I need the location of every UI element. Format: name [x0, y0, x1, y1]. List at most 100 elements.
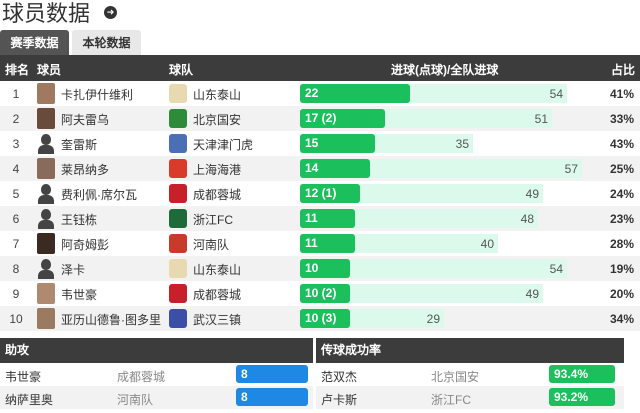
- table-row[interactable]: 4 莱昂纳多 上海海港 57 14 25%: [0, 156, 640, 181]
- player-name[interactable]: 王钰栋: [61, 213, 98, 227]
- assists-header: 助攻: [0, 338, 313, 363]
- goal-ratio: 41%: [609, 87, 634, 101]
- player-name[interactable]: 费利佩·席尔瓦: [61, 188, 137, 202]
- table-row[interactable]: 10 亚历山德鲁·图多里 武汉三镇 29 10 (3) 34%: [0, 306, 640, 331]
- assist-player: 韦世豪: [5, 370, 42, 384]
- player-name[interactable]: 卡扎伊什维利: [61, 88, 134, 102]
- goal-ratio: 28%: [609, 237, 634, 251]
- goals-bar: 12 (1): [300, 184, 360, 203]
- goals-bar: 17 (2): [300, 109, 385, 128]
- passing-row[interactable]: 卢卡斯 浙江FC 93.2%: [316, 386, 624, 409]
- team-badge-icon: [169, 159, 187, 178]
- passing-team: 北京国安: [431, 370, 480, 384]
- team-goals-bar: [300, 209, 538, 228]
- team-badge-icon: [169, 284, 187, 303]
- col-player: 球员: [37, 63, 62, 77]
- goals-bar: 15: [300, 134, 375, 153]
- rank: 1: [12, 87, 20, 101]
- goal-ratio: 19%: [609, 262, 634, 276]
- table-header: 排名 球员 球队 进球(点球)/全队进球 占比: [0, 55, 640, 81]
- table-row[interactable]: 7 阿奇姆彭 河南队 40 11 28%: [0, 231, 640, 256]
- tab-season-stats[interactable]: 赛季数据: [0, 30, 69, 55]
- team-goals: 48: [520, 212, 534, 226]
- rank: 9: [12, 287, 20, 301]
- table-row[interactable]: 2 阿夫雷乌 北京国安 51 17 (2) 33%: [0, 106, 640, 131]
- rank: 8: [12, 262, 20, 276]
- table-row[interactable]: 9 韦世豪 成都蓉城 49 10 (2) 20%: [0, 281, 640, 306]
- avatar: [37, 133, 55, 154]
- team-name[interactable]: 上海海港: [193, 163, 242, 177]
- rank: 7: [12, 237, 20, 251]
- goals-bar: 14: [300, 159, 370, 178]
- table-row[interactable]: 1 卡扎伊什维利 山东泰山 54 22 41%: [0, 81, 640, 106]
- passing-player: 卢卡斯: [321, 393, 358, 407]
- team-badge-icon: [169, 309, 187, 328]
- col-team: 球队: [169, 63, 194, 77]
- assist-team: 河南队: [117, 393, 154, 407]
- assist-row[interactable]: 纳萨里奥 河南队 8: [0, 386, 313, 409]
- assist-row[interactable]: 韦世豪 成都蓉城 8: [0, 363, 313, 386]
- arrow-right-icon[interactable]: ➜: [104, 5, 118, 19]
- col-goals: 进球(点球)/全队进球: [391, 63, 499, 77]
- team-name[interactable]: 河南队: [193, 238, 230, 252]
- goal-ratio: 25%: [609, 162, 634, 176]
- team-name[interactable]: 成都蓉城: [193, 188, 242, 202]
- rank: 4: [12, 162, 20, 176]
- team-goals: 51: [534, 112, 548, 126]
- rank: 2: [12, 112, 20, 126]
- team-goals-bar: [300, 159, 582, 178]
- team-name[interactable]: 成都蓉城: [193, 288, 242, 302]
- passing-team: 浙江FC: [431, 393, 471, 407]
- team-name[interactable]: 天津津门虎: [193, 138, 254, 152]
- team-name[interactable]: 山东泰山: [193, 263, 242, 277]
- team-name[interactable]: 山东泰山: [193, 88, 242, 102]
- passing-player: 范双杰: [321, 370, 358, 384]
- team-name[interactable]: 浙江FC: [193, 213, 233, 227]
- player-name[interactable]: 阿夫雷乌: [61, 113, 110, 127]
- rank: 3: [12, 137, 20, 151]
- team-goals: 49: [525, 287, 539, 301]
- passing-row[interactable]: 范双杰 北京国安 93.4%: [316, 363, 624, 386]
- page-title: 球员数据 ➜: [2, 0, 118, 27]
- player-name[interactable]: 韦世豪: [61, 288, 98, 302]
- rank: 6: [12, 212, 20, 226]
- player-name[interactable]: 奎雷斯: [61, 138, 98, 152]
- goal-ratio: 43%: [609, 137, 634, 151]
- passing-value: 93.4%: [549, 365, 615, 383]
- goals-bar: 10 (2): [300, 284, 350, 303]
- player-name[interactable]: 泽卡: [61, 263, 86, 277]
- rank: 10: [9, 312, 23, 326]
- avatar: [37, 108, 55, 129]
- goal-ratio: 33%: [609, 112, 634, 126]
- player-name[interactable]: 阿奇姆彭: [61, 238, 110, 252]
- col-ratio: 占比: [611, 63, 636, 77]
- assist-value: 8: [236, 365, 308, 383]
- player-name[interactable]: 莱昂纳多: [61, 163, 110, 177]
- col-rank: 排名: [5, 63, 30, 77]
- team-badge-icon: [169, 134, 187, 153]
- goal-ratio: 23%: [609, 212, 634, 226]
- goal-ratio: 24%: [609, 187, 634, 201]
- table-row[interactable]: 3 奎雷斯 天津津门虎 35 15 43%: [0, 131, 640, 156]
- player-name[interactable]: 亚历山德鲁·图多里: [61, 313, 161, 327]
- team-goals-bar: [300, 259, 567, 278]
- passing-header: 传球成功率: [316, 338, 624, 363]
- table-row[interactable]: 8 泽卡 山东泰山 54 10 19%: [0, 256, 640, 281]
- rank: 5: [12, 187, 20, 201]
- goals-bar: 10 (3): [300, 309, 350, 328]
- avatar: [37, 258, 55, 279]
- avatar: [37, 233, 55, 254]
- team-goals: 57: [564, 162, 578, 176]
- team-goals: 29: [426, 312, 440, 326]
- team-name[interactable]: 北京国安: [193, 113, 242, 127]
- goals-bar: 22: [300, 84, 410, 103]
- team-badge-icon: [169, 109, 187, 128]
- table-row[interactable]: 6 王钰栋 浙江FC 48 11 23%: [0, 206, 640, 231]
- avatar: [37, 283, 55, 304]
- team-goals: 54: [549, 87, 563, 101]
- goals-bar: 11: [300, 209, 355, 228]
- page-title-text: 球员数据: [2, 1, 91, 26]
- team-name[interactable]: 武汉三镇: [193, 313, 242, 327]
- table-row[interactable]: 5 费利佩·席尔瓦 成都蓉城 49 12 (1) 24%: [0, 181, 640, 206]
- tab-round-stats[interactable]: 本轮数据: [72, 30, 141, 55]
